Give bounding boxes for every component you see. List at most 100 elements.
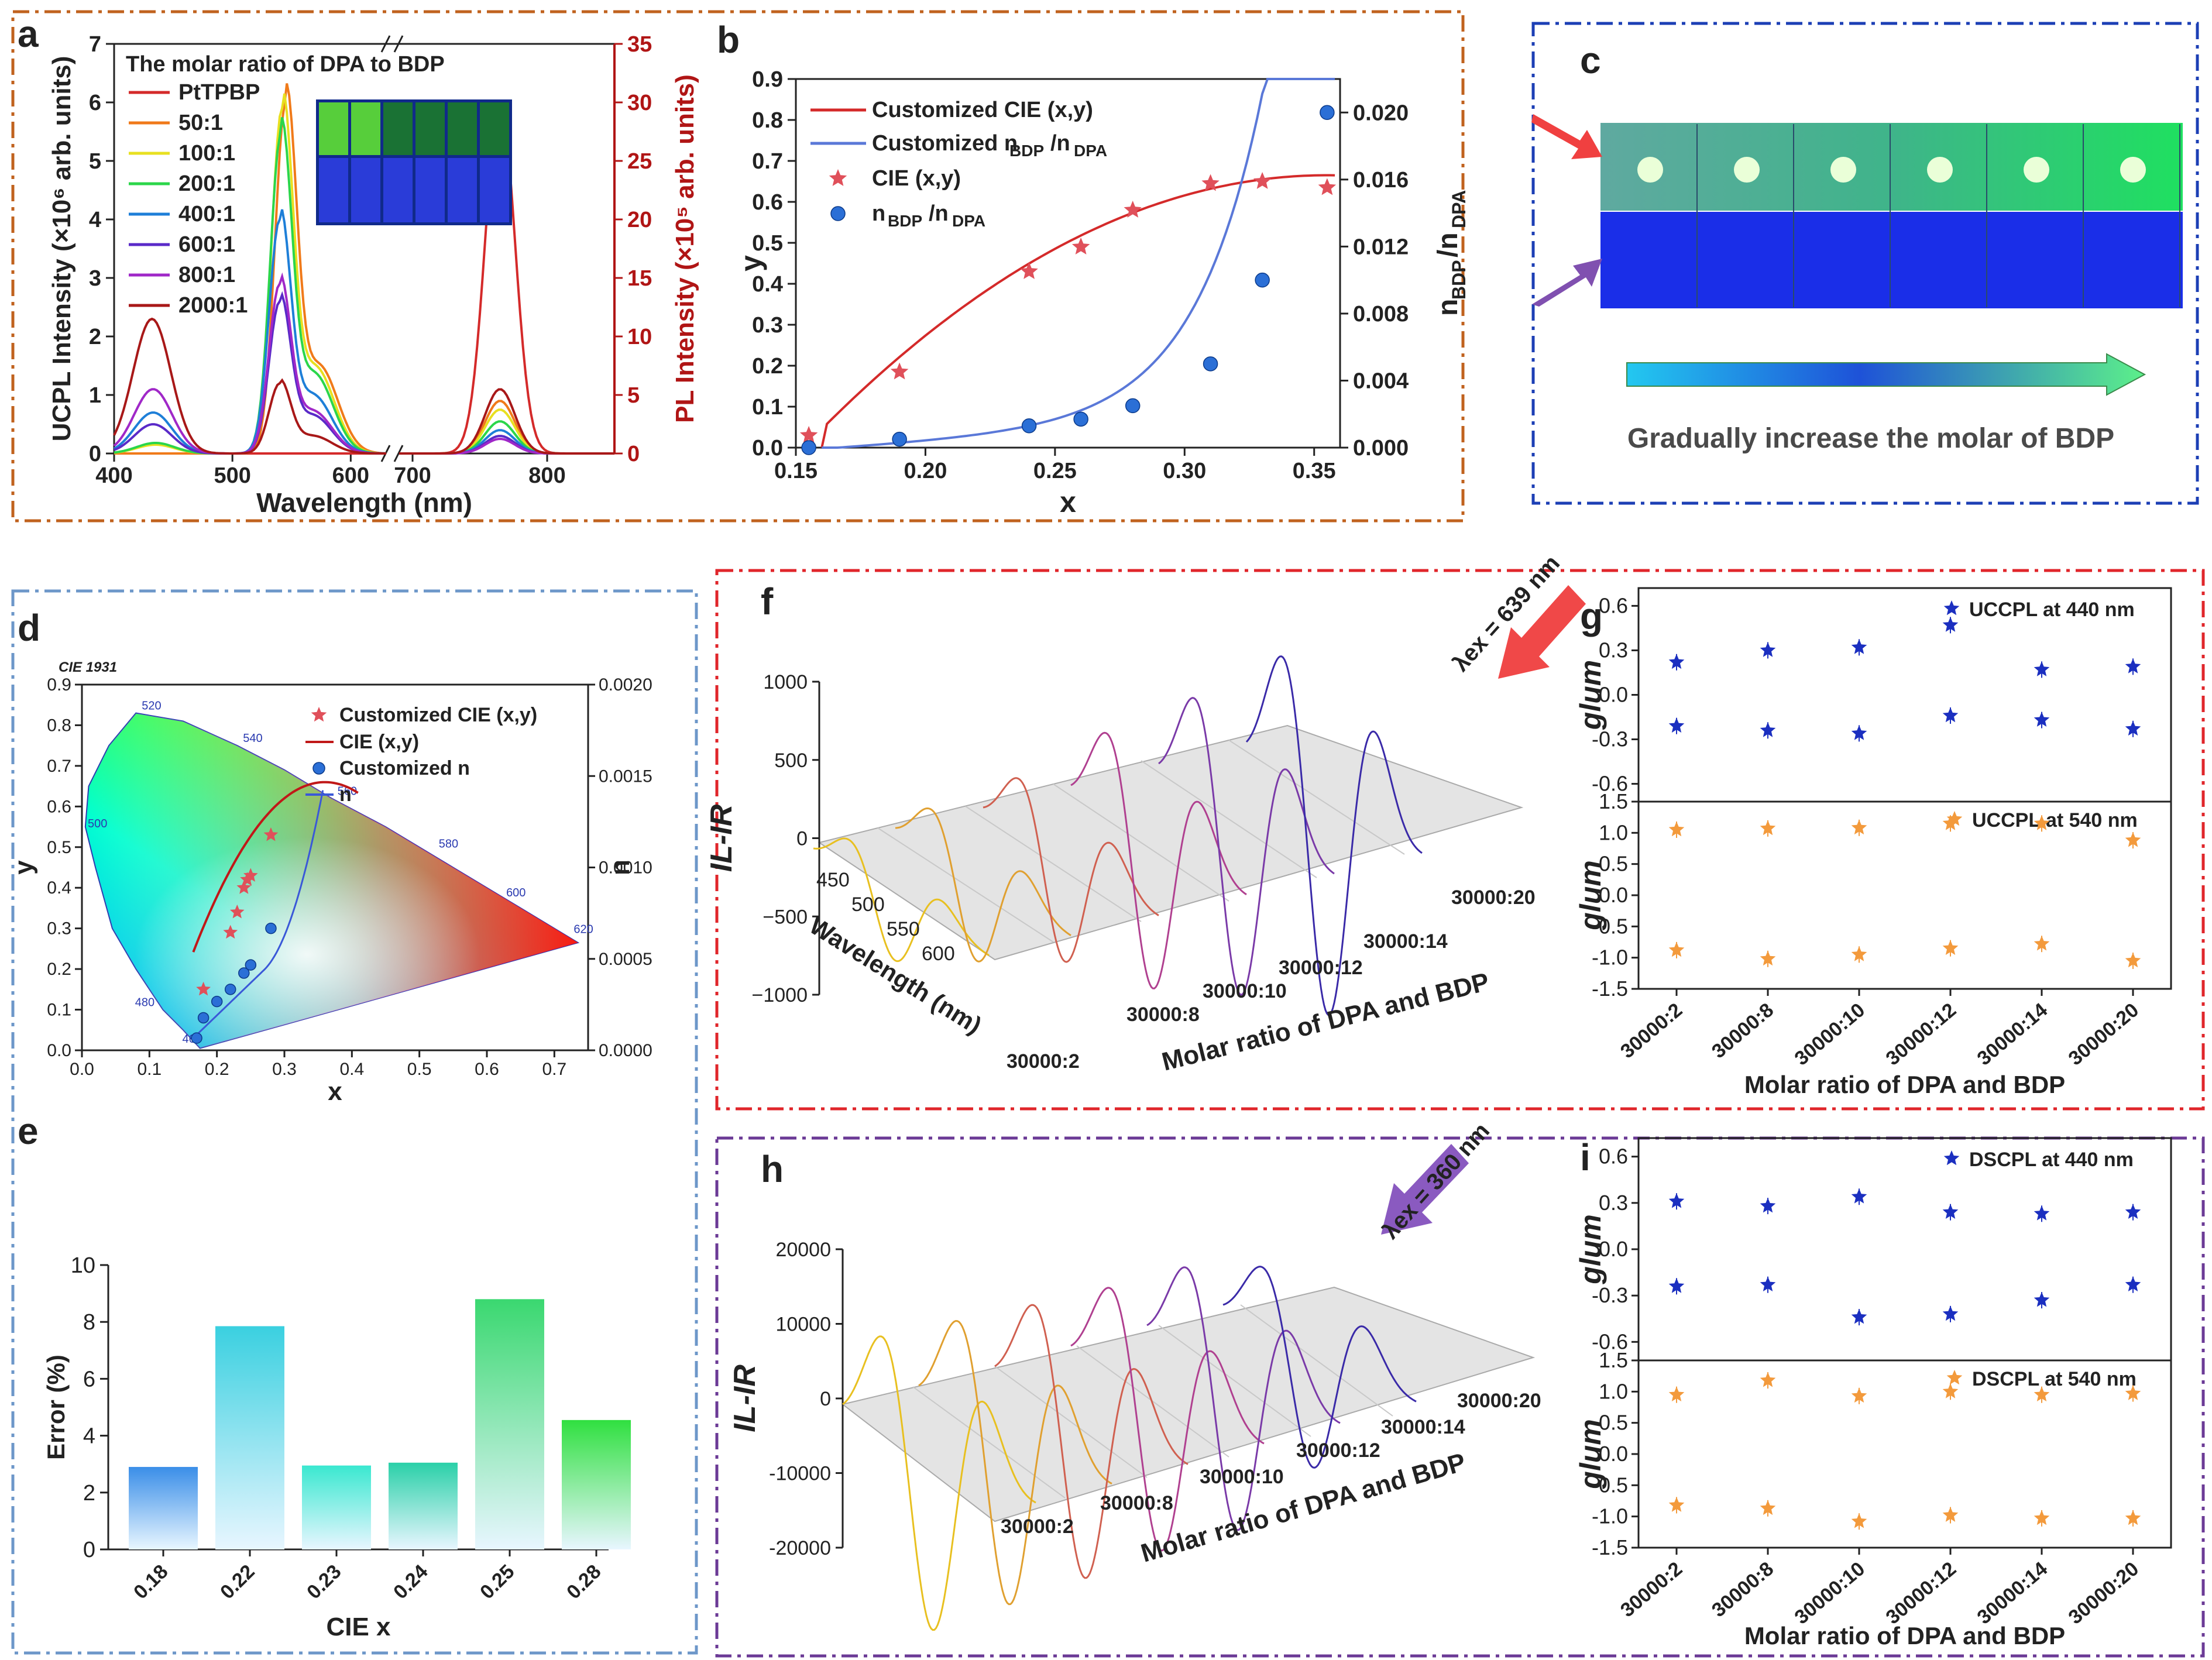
legend-entry: BDP [888,212,922,230]
panel-i: i 0.6 0.3 0.0 -0.3 -0.61.5 1.0 0.5 0.0 -0.5 -1.0 -1… [1574,1136,2172,1649]
tick-label: 0.2 [47,960,71,979]
tick-label: 0.9 [752,67,783,92]
legend-entry: PtTPBP [178,80,260,105]
tick-label: 0.0020 [599,675,652,695]
tick-label: 35 [627,32,652,57]
frame-c [1531,22,2199,505]
glum-point [2125,1510,2141,1525]
tick-label: 1.0 [1599,820,1628,844]
tick-label: 0.0 [752,436,783,460]
n-ratio-point [1255,272,1270,288]
tick-label: 0.4 [47,878,71,898]
n-ratio-point [224,984,236,995]
tick-label: 0.0 [47,1041,71,1060]
glum-point [2125,658,2141,673]
axis-break-mark [393,35,404,53]
cie-fit-curve [820,174,1335,448]
glum-point [2125,720,2141,736]
tick-label: 0 [627,442,640,466]
cpl-trace [1222,1266,1417,1469]
tick-label: 600 [332,463,369,488]
legend-entry: Customized CIE (x,y) [872,98,1093,122]
cpl-trace [895,807,1071,963]
tick-label: 550 [887,918,920,940]
tick-label: 30000:10 [1203,980,1287,1002]
legend-marker [311,707,327,722]
wavelength-label: 520 [142,700,161,713]
tick-label: 30000:20 [1451,886,1536,909]
tick-label: 0.20 [904,459,947,483]
panel-letter-i: i [1580,1136,1591,1178]
tick-label: 0.6 [475,1060,499,1079]
wavelength-label: 480 [135,996,154,1009]
vial-top [319,102,348,155]
excitation-arrow-icon [1498,585,1586,679]
tick-label: 1000 [763,671,808,693]
glum-point [1942,1507,1959,1522]
tick-label: 0.5 [1599,852,1628,876]
tick-label: 0.6 [1599,1145,1628,1168]
tick-label: 10 [71,1253,95,1278]
legend-entry: 400:1 [178,202,235,226]
photo-bg [316,99,512,225]
glum-point [1851,946,1867,961]
tick-label: -0.6 [1592,1329,1628,1353]
n-ratio-fit-curve [822,78,1335,449]
tick-label: 0.15 [774,459,818,483]
tick-label: 0.5 [407,1060,432,1079]
cie-point [223,924,238,939]
tick-label: 0.7 [47,757,71,776]
panel-e: e 0 2 4 6 8 10 Error (%) CIE x 0.18 0.22 0.23 0.24 0.… [18,1110,631,1641]
tick-label: 6 [89,91,101,115]
legend-entry: DSCPL at 440 nm [1969,1149,2134,1171]
tick-label: 0.5 [47,838,71,857]
axis-break-mark [393,445,404,462]
tick-label: -20000 [769,1537,831,1559]
tick-label: 0.0 [1599,1442,1628,1466]
tick-label: 0.5 [752,231,783,256]
legend-entry: 100:1 [178,141,235,166]
x-axis-label: Molar ratio of DPA and BDP [1744,1071,2065,1098]
excitation-arrow-icon [1381,1144,1469,1235]
plot-frame [1637,587,2172,990]
axis-label-part: n [1433,299,1464,316]
tick-label: 30000:20 [2065,1558,2143,1628]
axis-break-mark [380,35,391,53]
tick-label: 0.0 [70,1060,94,1079]
cie-point [1253,172,1272,189]
tick-label: 5 [627,383,640,408]
tick-label: 30000:12 [1882,999,1960,1070]
tick-label: 10000 [775,1314,831,1336]
cie-point [1124,201,1142,218]
axis-label-part: BDP [1448,260,1469,300]
tick-label: 30000:12 [1279,957,1363,979]
legend-entry: DPA [952,212,985,230]
legend-marker [1943,1150,1960,1166]
grid-line [1141,760,1317,878]
cie-point [229,904,245,919]
vial-bottom [480,158,509,222]
glum-point [1668,717,1685,733]
tick-label: 20 [627,208,652,232]
tick-label: -0.6 [1592,772,1628,796]
floor-plane [841,1286,1536,1522]
y-axis-label-top: glum [1574,1214,1607,1284]
tick-label: 450 [816,869,850,891]
panel-letter-e: e [18,1110,39,1152]
arrow-red-icon [1531,114,1602,159]
tick-label: 30000:14 [1381,1416,1465,1438]
glum-point [1760,1198,1776,1213]
grid-line [994,1366,1148,1478]
legend-entry: BDP [1009,142,1044,160]
tick-label: 30000:14 [1973,999,2052,1070]
panel-h: h 20000 10000 0 -10000 -20000 IL-IR 30000:2 3000… [728,1118,1541,1631]
glum-point [1668,1386,1685,1401]
tick-label: 30000:8 [1126,1003,1200,1026]
tick-label: -0.3 [1592,1283,1628,1307]
tick-label: 30000:2 [1007,1050,1080,1073]
tick-label: 0.1 [137,1060,162,1079]
n-ratio-point [191,1032,202,1044]
legend-entry: 200:1 [178,171,235,196]
